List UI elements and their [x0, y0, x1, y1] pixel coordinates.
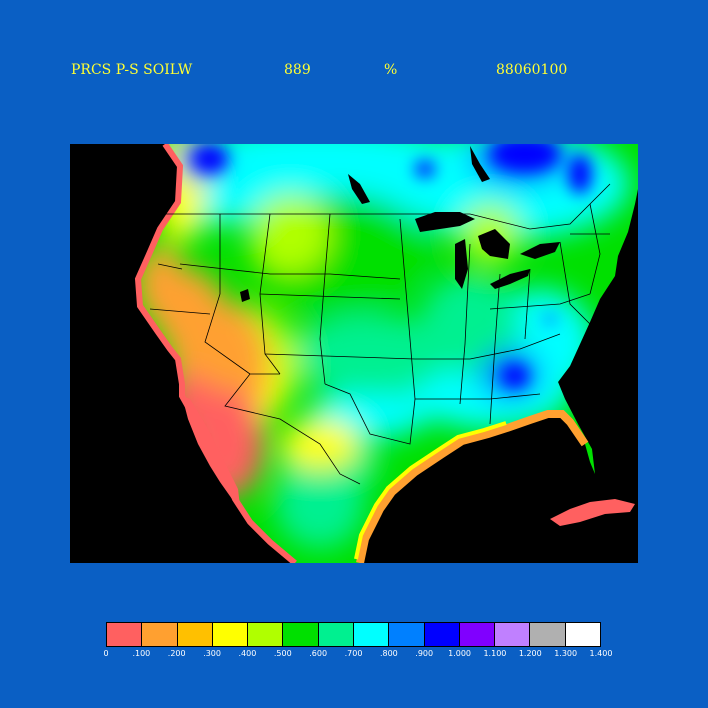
legend-tick-label: 1.100 [483, 649, 507, 658]
legend-swatch [142, 623, 178, 646]
legend-tick-label: 1.200 [518, 649, 542, 658]
level-value: 889 [284, 62, 311, 78]
legend-tick-label: 0 [103, 649, 109, 658]
variable-name: PRCS P-S SOILW [71, 62, 193, 78]
legend-swatch [283, 623, 319, 646]
great-lakes [240, 146, 560, 302]
legend-swatch [353, 623, 390, 646]
legend-swatch [565, 623, 600, 646]
legend-swatch [177, 623, 213, 646]
legend-swatch [530, 623, 566, 646]
legend-tick-label: .100 [132, 649, 151, 658]
cuba [550, 499, 635, 526]
legend-swatch [495, 623, 531, 646]
legend-tick-label: 1.300 [554, 649, 578, 658]
legend-tick-label: .300 [203, 649, 221, 658]
legend-tick-label: 1.400 [589, 649, 613, 658]
map-header: PRCS P-S SOILW 889 % 88060100 [0, 62, 708, 82]
legend-swatch [459, 623, 496, 646]
time-stamp: 88060100 [496, 62, 568, 78]
legend-tick-label: .200 [167, 649, 186, 658]
legend-swatch [248, 623, 284, 646]
color-legend [106, 622, 601, 647]
legend-swatch [318, 623, 354, 646]
legend-tick-label: .800 [379, 649, 398, 658]
baja-peninsula [182, 396, 240, 506]
legend-swatch [424, 623, 460, 646]
legend-tick-label: .700 [344, 649, 363, 658]
legend-tick-label: .400 [238, 649, 257, 658]
legend-swatch [212, 623, 249, 646]
legend-swatch [107, 623, 143, 646]
legend-swatch [389, 623, 425, 646]
state-borders [149, 183, 611, 485]
legend-tick-label: .500 [273, 649, 292, 658]
legend-tick-label: .900 [415, 649, 434, 658]
legend-ticks: 0 .100 .200 .300 .400 .500 .600 .700 .800 .900 1.0… [103, 649, 612, 661]
legend-tick-label: .600 [309, 649, 328, 658]
soil-moisture-map [70, 144, 638, 563]
unit-label: % [384, 62, 398, 78]
legend-tick-label: 1.000 [448, 649, 472, 658]
